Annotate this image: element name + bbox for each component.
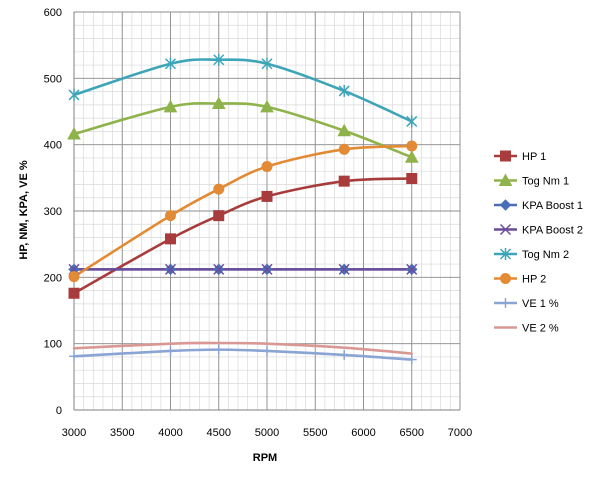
data-point-tog-nm-1 (163, 99, 178, 113)
data-point-hp-2 (261, 161, 273, 173)
data-point-ve-1 (213, 344, 224, 355)
series-layer (72, 58, 414, 361)
legend-marker-tog-nm-1 (498, 173, 513, 186)
data-point-hp-2 (213, 183, 225, 195)
data-point-tog-nm-2 (213, 53, 225, 66)
marker-layer (67, 53, 419, 365)
data-point-kpa-boost-2-stroke (338, 263, 350, 275)
data-point-tog-nm-2 (68, 88, 80, 101)
legend-label-ve-1: VE 1 % (522, 298, 559, 310)
data-point-hp-2 (338, 143, 350, 155)
x-tick-label: 3500 (110, 427, 134, 439)
legend-label-hp-2: HP 2 (522, 274, 546, 286)
data-point-tog-nm-1 (260, 99, 274, 113)
legend-marker-kpa-boost-2-stroke (499, 223, 512, 236)
legend-marker-tog-nm-2 (499, 248, 512, 260)
y-tick-label: 500 (44, 73, 62, 85)
data-point-ve-1 (262, 345, 272, 356)
legend-marker-kpa-boost-2 (499, 223, 512, 236)
data-point-hp-1 (261, 190, 273, 202)
y-tick-label: 0 (56, 405, 62, 417)
x-tick-label: 6500 (400, 427, 424, 439)
legend-label-hp-1: HP 1 (522, 151, 546, 163)
legend-item-kpa-boost-1: KPA Boost 1 (494, 199, 583, 212)
x-axis-title: RPM (253, 452, 277, 464)
legend-marker-kpa-boost-1 (499, 199, 512, 211)
data-point-hp-1 (68, 287, 80, 299)
data-point-kpa-boost-2-stroke (164, 263, 177, 275)
data-point-tog-nm-2 (338, 84, 350, 97)
data-point-ve-1 (165, 345, 176, 356)
legend-marker-ve-1 (500, 298, 511, 308)
data-point-kpa-boost-2 (213, 263, 225, 275)
data-point-tog-nm-2 (261, 57, 273, 70)
legend-item-ve-1: VE 1 % (494, 298, 559, 310)
data-point-hp-1 (338, 175, 350, 187)
legend-item-kpa-boost-2: KPA Boost 2 (494, 223, 583, 237)
x-tick-label: 7000 (448, 427, 472, 439)
series-line-tog-nm-2 (72, 58, 414, 123)
legend-label-tog-nm-1: Tog Nm 1 (522, 176, 569, 188)
legend-item-ve-2: VE 2 % (494, 323, 559, 335)
data-point-tog-nm-1 (337, 123, 352, 137)
x-tick-label: 5500 (303, 427, 327, 439)
legend-item-hp-2: HP 2 (494, 273, 546, 286)
data-point-ve-1 (339, 349, 350, 360)
data-point-kpa-boost-2 (164, 263, 177, 275)
data-point-tog-nm-1 (211, 96, 226, 110)
series-line-ve-1 (72, 348, 414, 361)
series-line-hp-2 (72, 144, 414, 278)
data-point-ve-1 (406, 354, 417, 365)
legend-label-ve-2: VE 2 % (522, 323, 559, 335)
y-tick-label: 200 (44, 272, 62, 284)
legend-label-kpa-boost-2: KPA Boost 2 (522, 225, 583, 237)
legend-item-hp-1: HP 1 (494, 150, 546, 163)
data-point-hp-2 (68, 271, 80, 283)
data-point-hp-2 (406, 140, 418, 152)
data-point-ve-1 (69, 351, 79, 362)
y-tick-label: 400 (44, 140, 62, 152)
x-tick-label: 6000 (351, 427, 375, 439)
data-point-hp-1 (213, 210, 225, 222)
legend-label-tog-nm-2: Tog Nm 2 (522, 249, 569, 261)
legend-label-kpa-boost-1: KPA Boost 1 (522, 200, 583, 212)
x-tick-label: 3000 (62, 427, 86, 439)
data-point-kpa-boost-2 (261, 263, 273, 275)
data-point-hp-2 (165, 210, 176, 222)
legend-marker-hp-2 (500, 273, 511, 284)
legend-item-tog-nm-2: Tog Nm 2 (494, 248, 569, 261)
series-line-tog-nm-1 (72, 101, 414, 159)
data-point-kpa-boost-2-stroke (261, 263, 273, 275)
data-point-kpa-boost-2-stroke (213, 263, 225, 275)
data-point-kpa-boost-2-stroke (406, 263, 418, 275)
y-tick-label: 300 (44, 206, 62, 218)
legend: HP 1 Tog Nm 1 KPA Boost 1 KPA Boost 2 Tog Nm… (494, 150, 583, 335)
legend-item-tog-nm-1: Tog Nm 1 (494, 173, 569, 188)
y-axis-title: HP, NM, KPA, VE % (18, 160, 30, 259)
data-point-tog-nm-1 (404, 150, 419, 163)
x-tick-label: 4000 (158, 427, 182, 439)
series-line-hp-1 (72, 177, 414, 295)
data-point-tog-nm-1 (67, 127, 81, 140)
data-point-tog-nm-2 (406, 115, 418, 128)
series-line-ve-2 (72, 341, 414, 355)
legend-marker-hp-1 (500, 150, 511, 162)
data-point-tog-nm-2 (164, 57, 177, 70)
y-tick-label: 100 (44, 339, 62, 351)
data-point-kpa-boost-2 (338, 263, 350, 275)
data-point-hp-1 (406, 172, 418, 184)
x-tick-label: 4500 (207, 427, 231, 439)
data-point-hp-1 (165, 233, 176, 245)
data-point-kpa-boost-2 (406, 263, 418, 275)
x-tick-label: 5000 (255, 427, 279, 439)
y-tick-label: 600 (44, 7, 62, 19)
axis-layer: 3000 3500 4000 4500 5000 5500 6000 6500 7000 0 100… (44, 7, 473, 439)
